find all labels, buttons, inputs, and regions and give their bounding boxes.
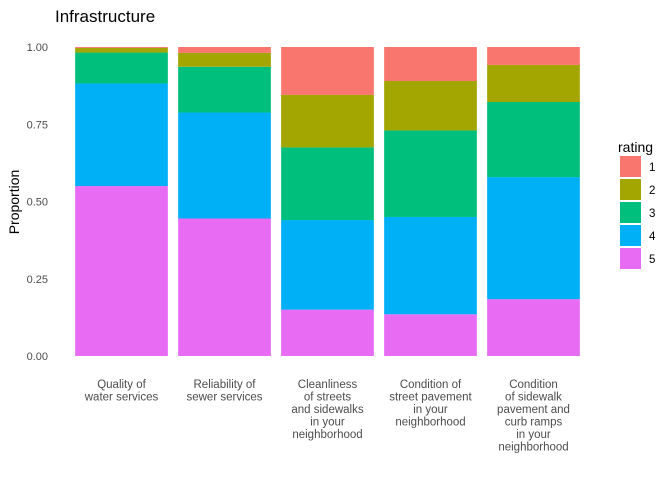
legend: rating 1 2 3 4 5	[618, 139, 656, 269]
x-category-label: water services	[84, 392, 159, 404]
bar-segment-rating-4	[178, 112, 271, 219]
y-tick-label: 0.50	[27, 197, 48, 209]
y-tick-label: 0.00	[27, 351, 48, 363]
x-category-label: of sidewalk	[505, 392, 562, 404]
bar-segment-rating-3	[75, 52, 168, 84]
legend-swatch-1	[620, 156, 641, 177]
legend-label: 4	[649, 231, 656, 243]
legend-swatch-2	[620, 179, 641, 200]
bar-segment-rating-2	[178, 52, 271, 67]
x-category-label: Quality of	[97, 379, 146, 391]
bar-segment-rating-3	[384, 130, 477, 217]
x-category-label: curb ramps	[505, 417, 563, 429]
bar-segment-rating-3	[281, 147, 374, 221]
bar-segment-rating-5	[75, 186, 168, 356]
x-category-label: Condition of	[400, 379, 462, 391]
legend-title: rating	[618, 139, 653, 155]
bar-segment-rating-2	[487, 64, 580, 102]
bar-segment-rating-1	[487, 47, 580, 65]
x-category-label: in your	[516, 429, 551, 441]
bar-segment-rating-1	[384, 47, 477, 81]
legend-label: 1	[649, 162, 655, 174]
x-category-label: Condition	[509, 379, 558, 391]
bar-segment-rating-3	[178, 66, 271, 113]
x-category-label: sewer services	[186, 392, 262, 404]
x-category-label: Cleanliness	[298, 379, 358, 391]
x-category-label: in your	[310, 417, 345, 429]
legend-swatch-3	[620, 202, 641, 223]
y-tick-label: 0.25	[27, 274, 48, 286]
bar-segment-rating-2	[75, 47, 168, 53]
x-category-label: of streets	[304, 392, 352, 404]
bar-segment-rating-1	[75, 47, 168, 48]
bar-segment-rating-4	[384, 216, 477, 315]
bar-segment-rating-1	[281, 47, 374, 95]
bar-segment-rating-5	[384, 314, 477, 356]
bar-segment-rating-3	[487, 102, 580, 178]
legend-label: 3	[649, 208, 655, 220]
bars-group	[75, 47, 580, 356]
bar-segment-rating-4	[281, 220, 374, 310]
legend-label: 2	[649, 185, 655, 197]
bar-segment-rating-5	[178, 218, 271, 356]
bar-segment-rating-2	[384, 80, 477, 131]
y-tick-label: 1.00	[27, 42, 48, 54]
y-tick-label: 0.75	[27, 119, 48, 131]
legend-swatch-4	[620, 225, 641, 246]
legend-label: 5	[649, 254, 655, 266]
x-category-label: neighborhood	[395, 417, 465, 429]
y-axis-ticks: 0.00 0.25 0.50 0.75 1.00	[27, 42, 48, 363]
x-category-label: street pavement	[389, 392, 472, 404]
bar-segment-rating-1	[178, 47, 271, 53]
x-category-label: in your	[413, 404, 448, 416]
bar-segment-rating-4	[487, 177, 580, 300]
x-category-label: and sidewalks	[291, 404, 363, 416]
chart-title: Infrastructure	[55, 7, 155, 26]
bar-segment-rating-5	[281, 309, 374, 356]
bar-segment-rating-5	[487, 299, 580, 356]
x-category-label: Reliability of	[194, 379, 257, 391]
bar-segment-rating-4	[75, 83, 168, 187]
bar-segment-rating-2	[281, 94, 374, 148]
legend-swatch-5	[620, 248, 641, 269]
x-category-label: neighborhood	[498, 442, 568, 454]
x-category-label: pavement and	[497, 404, 570, 416]
y-axis-title: Proportion	[6, 170, 22, 235]
x-category-label: neighborhood	[292, 429, 362, 441]
